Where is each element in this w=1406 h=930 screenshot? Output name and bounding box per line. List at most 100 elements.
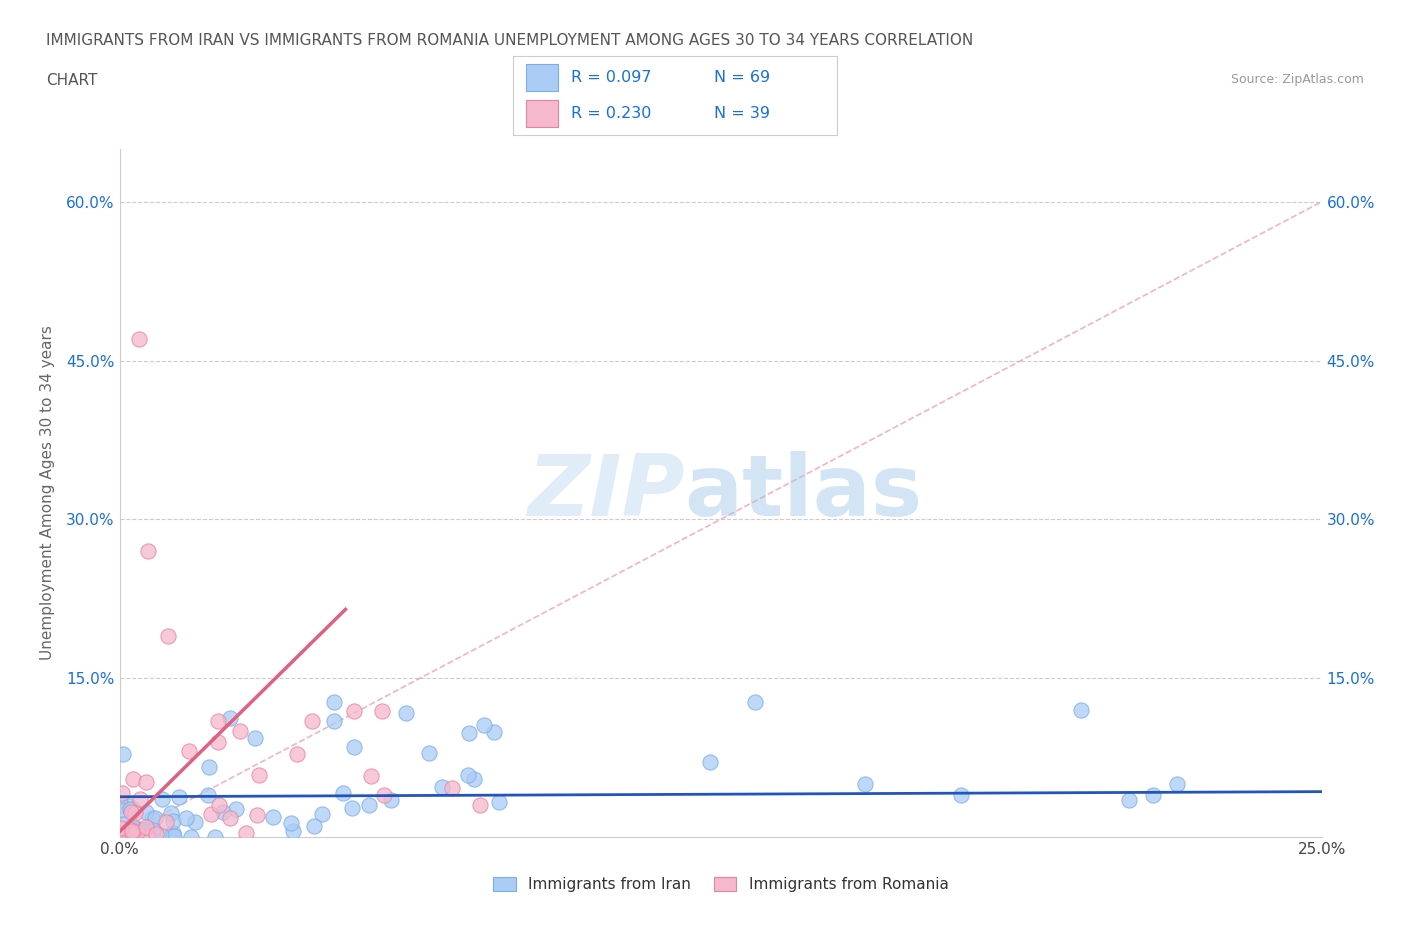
Point [211,804,233,819]
Point [122,802,145,817]
Point [125,824,148,839]
Point [163,829,186,844]
Text: R = 0.230: R = 0.230 [571,106,652,121]
Point [207,735,229,750]
Point [160,827,183,842]
Point [225,802,247,817]
Point [246,807,269,822]
Point [152,791,174,806]
Point [150,827,173,842]
Point [128,332,150,347]
Text: atlas: atlas [685,451,922,535]
Point [118,799,141,814]
Point [111,803,134,817]
Point [218,711,240,725]
Point [174,810,197,825]
Point [135,804,157,819]
Text: CHART: CHART [46,73,98,87]
Point [122,771,145,786]
Point [118,821,141,836]
Point [343,704,366,719]
Point [120,828,142,843]
Y-axis label: Unemployment Among Ages 30 to 34 years: Unemployment Among Ages 30 to 34 years [39,326,55,660]
Point [373,787,395,802]
Point [343,740,366,755]
Point [120,804,142,819]
Point [332,785,354,800]
Point [112,817,135,831]
Point [323,713,346,728]
Point [1142,787,1164,802]
Text: ZIP: ZIP [527,451,685,535]
Point [457,768,479,783]
Point [143,810,166,825]
Text: R = 0.097: R = 0.097 [571,70,652,85]
Point [468,798,492,813]
Point [218,811,240,826]
Point [180,830,202,844]
Point [141,811,163,826]
Point [138,544,160,559]
Point [160,805,183,820]
Point [124,805,146,820]
Point [280,816,302,830]
Point [357,797,380,812]
Point [184,815,207,830]
Point [457,725,479,740]
Point [204,829,226,844]
Point [120,802,142,817]
Point [110,821,132,836]
Point [111,747,134,762]
Point [135,819,157,834]
Point [262,810,284,825]
Point [177,744,200,759]
Point [440,780,463,795]
Point [124,829,146,844]
Point [128,822,150,837]
Point [322,695,344,710]
Point [283,823,305,838]
Point [370,703,392,718]
Point [340,800,363,815]
Point [1070,702,1092,717]
Point [129,828,152,843]
Point [200,806,222,821]
Point [110,797,132,812]
Point [207,713,229,728]
Point [121,823,143,838]
Point [121,827,143,842]
Point [197,760,219,775]
Point [121,817,143,832]
Point [418,745,440,760]
Point [243,731,266,746]
Point [949,787,972,802]
Point [128,822,150,837]
Point [162,825,184,840]
Text: Source: ZipAtlas.com: Source: ZipAtlas.com [1230,73,1364,86]
Point [482,724,505,739]
Point [247,767,270,782]
Point [120,821,142,836]
Point [129,827,152,842]
Point [145,827,167,842]
Text: IMMIGRANTS FROM IRAN VS IMMIGRANTS FROM ROMANIA UNEMPLOYMENT AMONG AGES 30 TO 34: IMMIGRANTS FROM IRAN VS IMMIGRANTS FROM … [46,33,973,47]
Point [463,771,485,786]
Point [135,821,157,836]
Point [142,822,165,837]
Point [488,794,510,809]
Legend: Immigrants from Iran, Immigrants from Romania: Immigrants from Iran, Immigrants from Ro… [486,870,955,898]
Point [114,829,136,844]
Point [311,806,333,821]
Point [395,706,418,721]
Point [472,717,495,732]
Point [118,828,141,843]
FancyBboxPatch shape [526,64,558,90]
Text: N = 69: N = 69 [714,70,770,85]
Point [135,775,157,790]
Point [1166,777,1188,791]
Point [155,815,177,830]
Point [235,826,257,841]
Point [156,629,179,644]
Point [167,790,190,804]
Point [432,779,454,794]
